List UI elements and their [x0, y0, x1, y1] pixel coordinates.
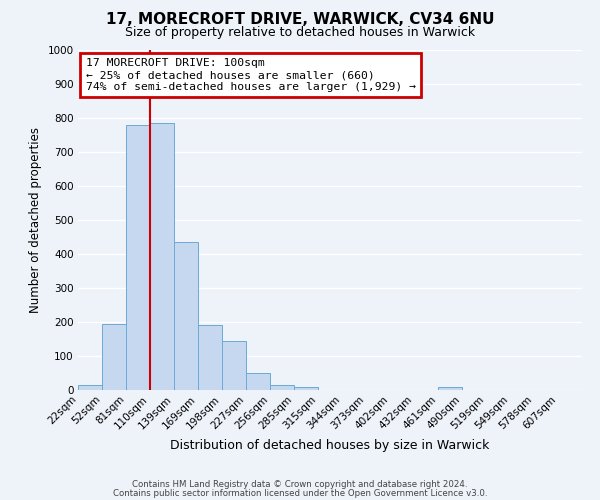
- Text: 17 MORECROFT DRIVE: 100sqm
← 25% of detached houses are smaller (660)
74% of sem: 17 MORECROFT DRIVE: 100sqm ← 25% of deta…: [86, 58, 416, 92]
- Y-axis label: Number of detached properties: Number of detached properties: [29, 127, 42, 313]
- Bar: [102, 324, 126, 390]
- Bar: [246, 373, 270, 390]
- Bar: [174, 242, 198, 390]
- Bar: [294, 386, 318, 390]
- Text: Contains HM Land Registry data © Crown copyright and database right 2024.: Contains HM Land Registry data © Crown c…: [132, 480, 468, 489]
- Text: Size of property relative to detached houses in Warwick: Size of property relative to detached ho…: [125, 26, 475, 39]
- X-axis label: Distribution of detached houses by size in Warwick: Distribution of detached houses by size …: [170, 440, 490, 452]
- Bar: [78, 385, 102, 390]
- Bar: [270, 385, 294, 390]
- Text: 17, MORECROFT DRIVE, WARWICK, CV34 6NU: 17, MORECROFT DRIVE, WARWICK, CV34 6NU: [106, 12, 494, 28]
- Bar: [126, 125, 150, 390]
- Text: Contains public sector information licensed under the Open Government Licence v3: Contains public sector information licen…: [113, 488, 487, 498]
- Bar: [150, 123, 174, 390]
- Bar: [198, 326, 222, 390]
- Bar: [438, 386, 462, 390]
- Bar: [222, 340, 246, 390]
